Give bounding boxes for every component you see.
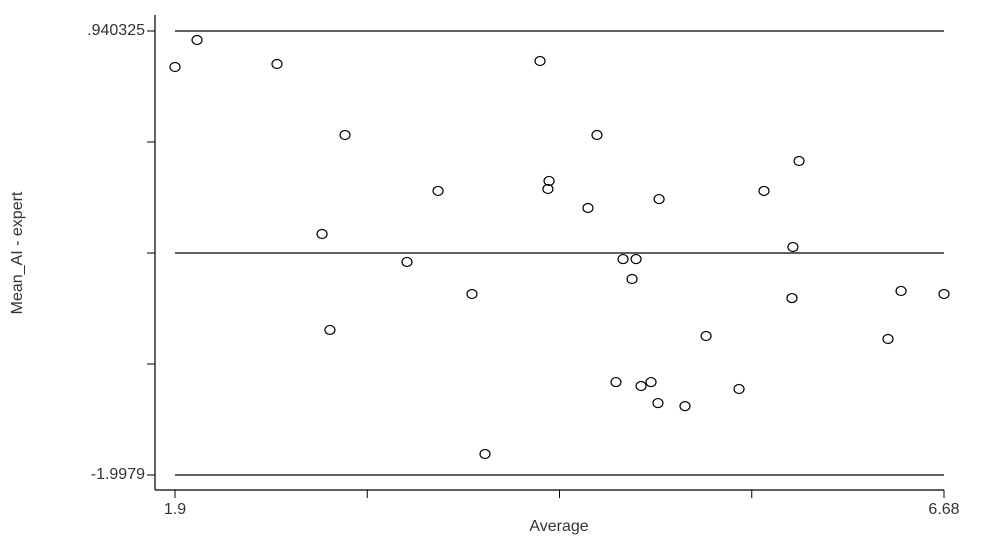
point [758,185,770,197]
point [339,129,351,141]
point [324,324,336,336]
point [534,55,546,67]
point [938,288,950,300]
point [630,253,642,265]
point [610,376,622,388]
point [169,61,181,73]
point [786,292,798,304]
point [787,241,799,253]
point [652,397,664,409]
point [679,401,691,412]
point [635,380,647,392]
point [542,183,554,195]
point [733,383,745,395]
point [316,228,328,240]
point [645,376,657,388]
point [626,273,638,285]
point [895,285,907,297]
point [466,288,478,300]
point [882,333,894,345]
y-axis-label: Mean_AI - expert [9,191,26,314]
point [401,256,413,268]
x-tick-label: 6.68 [928,501,959,518]
x-tick-label: 1.9 [164,501,186,518]
y-tick-label: .940325 [87,22,145,39]
point [793,155,805,167]
point [432,185,444,197]
point [700,330,712,342]
point [479,448,491,460]
point [271,58,283,70]
point [582,202,594,214]
point [191,34,203,46]
y-tick-label: -1.9979 [91,466,145,483]
point [543,175,555,187]
point [591,129,603,141]
x-axis-label: Average [529,518,588,535]
point [617,253,629,265]
point [653,193,665,205]
